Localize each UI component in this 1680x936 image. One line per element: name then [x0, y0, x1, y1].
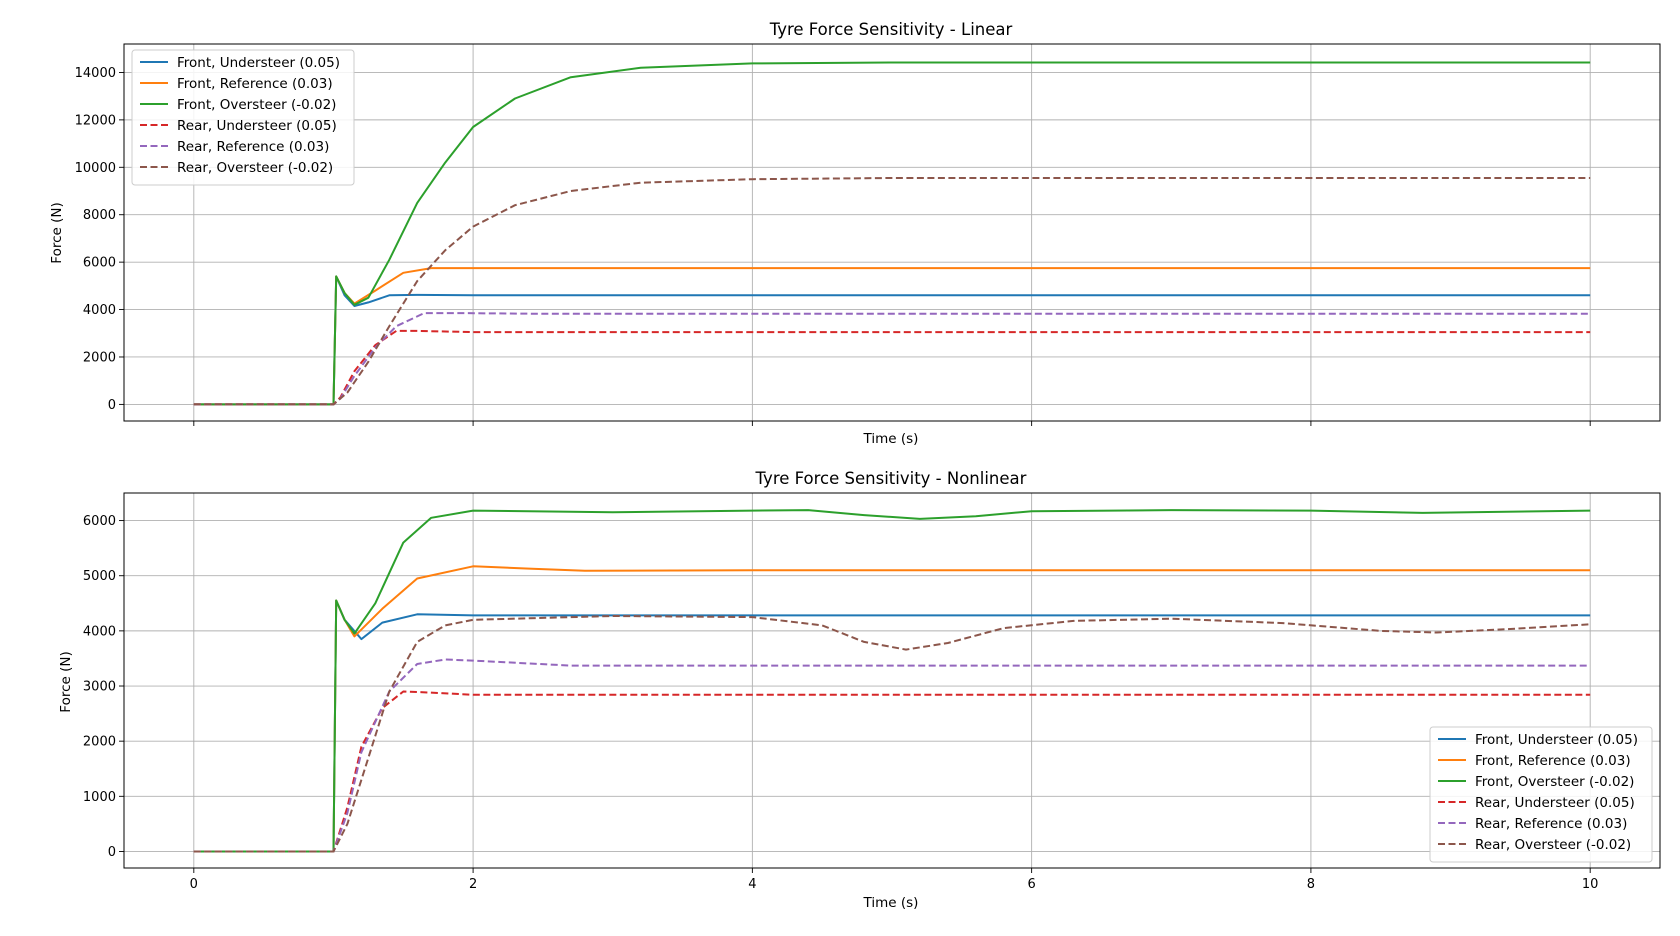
legend-box: [131, 49, 355, 186]
nonlinear-legend: Front, Understeer (0.05) Front, Reference…: [1429, 726, 1653, 863]
y-tick-label: 6000: [83, 256, 116, 271]
y-tick-label: 0: [108, 398, 116, 413]
series-line-rear-reference: [193, 312, 1591, 406]
series-line-rear-oversteer: [193, 615, 1591, 853]
x-tick-label: 10: [1582, 877, 1599, 892]
linear-legend: Front, Understeer (0.05) Front, Reference…: [131, 49, 355, 186]
legend-label: Rear, Reference (0.03): [177, 139, 329, 155]
legend-box: [1429, 726, 1653, 863]
nonlinear-chart-title: Tyre Force Sensitivity - Nonlinear: [755, 469, 1027, 488]
nonlinear-frame: [123, 492, 1661, 869]
y-tick-label: 14000: [75, 66, 116, 81]
y-tick-label: 3000: [83, 680, 116, 695]
y-tick-label: 0: [108, 845, 116, 860]
x-tick-label: 6: [1027, 877, 1035, 892]
series-line-front-oversteer: [193, 61, 1591, 406]
linear-frame: [123, 43, 1661, 422]
nonlinear-chart: Tyre Force Sensitivity - Nonlinear Time …: [58, 469, 1661, 911]
linear-chart-ylabel: Force (N): [49, 202, 65, 263]
y-tick-label: 5000: [83, 569, 116, 584]
x-tick-label: 2: [469, 877, 477, 892]
legend-label: Rear, Reference (0.03): [1475, 816, 1627, 832]
nonlinear-chart-ylabel: Force (N): [58, 651, 74, 712]
series-line-front-understeer: [193, 599, 1591, 853]
y-tick-label: 4000: [83, 303, 116, 318]
series-line-front-understeer: [193, 275, 1591, 406]
y-tick-label: 10000: [75, 161, 116, 176]
legend-label: Front, Oversteer (-0.02): [1475, 774, 1634, 790]
series-line-front-oversteer: [193, 509, 1591, 853]
y-tick-label: 6000: [83, 514, 116, 529]
x-tick-label: 8: [1307, 877, 1315, 892]
legend-label: Rear, Oversteer (-0.02): [1475, 837, 1631, 853]
y-tick-label: 1000: [83, 790, 116, 805]
series-line-rear-oversteer: [193, 177, 1591, 406]
linear-chart-xlabel: Time (s): [863, 431, 919, 447]
linear-chart-title: Tyre Force Sensitivity - Linear: [769, 20, 1013, 39]
legend-label: Front, Understeer (0.05): [177, 55, 340, 71]
y-tick-label: 2000: [83, 735, 116, 750]
y-tick-label: 12000: [75, 113, 116, 128]
nonlinear-series-group: [193, 509, 1591, 853]
x-tick-label: 4: [748, 877, 756, 892]
series-line-front-reference: [193, 267, 1591, 406]
legend-label: Front, Oversteer (-0.02): [177, 97, 336, 113]
linear-series-group: [193, 61, 1591, 406]
nonlinear-chart-xlabel: Time (s): [863, 895, 919, 911]
linear-grid: [124, 44, 1660, 421]
x-tick-label: 0: [190, 877, 198, 892]
y-tick-label: 4000: [83, 624, 116, 639]
linear-chart: Tyre Force Sensitivity - Linear Time (s)…: [49, 20, 1661, 447]
y-tick-label: 2000: [83, 350, 116, 365]
y-tick-label: 8000: [83, 208, 116, 223]
series-line-rear-understeer: [193, 690, 1591, 853]
legend-label: Front, Reference (0.03): [1475, 753, 1631, 769]
legend-label: Rear, Understeer (0.05): [177, 118, 337, 134]
legend-label: Front, Reference (0.03): [177, 76, 333, 92]
series-line-rear-understeer: [193, 329, 1591, 406]
legend-label: Rear, Understeer (0.05): [1475, 795, 1635, 811]
legend-label: Front, Understeer (0.05): [1475, 732, 1638, 748]
series-line-rear-reference: [193, 658, 1591, 853]
series-line-front-reference: [193, 565, 1591, 853]
nonlinear-grid: [124, 493, 1660, 868]
legend-label: Rear, Oversteer (-0.02): [177, 160, 333, 176]
